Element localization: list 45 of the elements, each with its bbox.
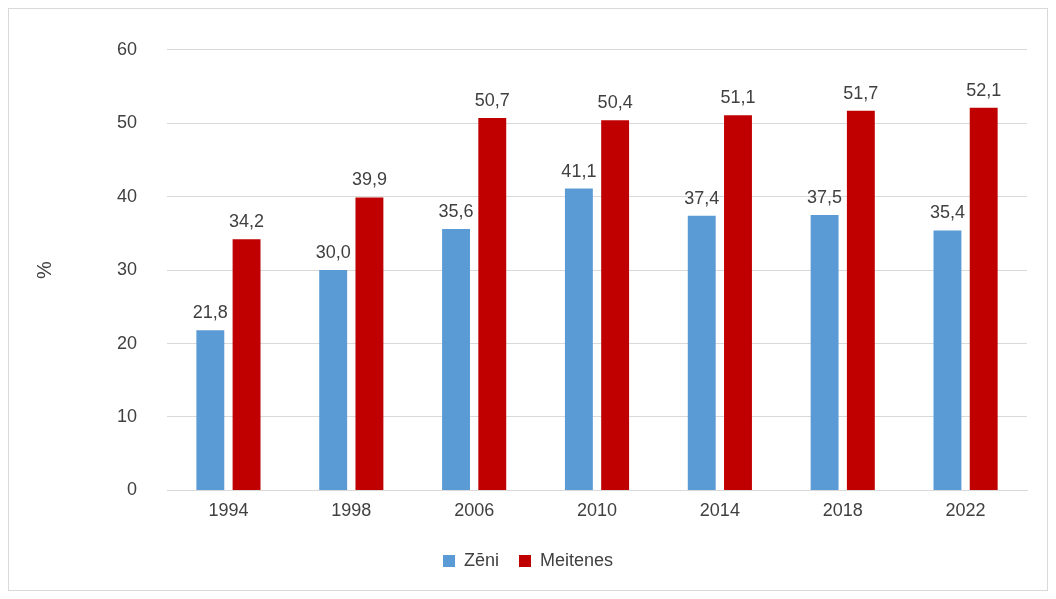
bar <box>355 197 384 490</box>
data-label: 35,4 <box>929 202 965 223</box>
data-label: 35,6 <box>438 200 474 221</box>
x-tick-label: 2022 <box>945 500 986 521</box>
y-tick-label: 0 <box>127 479 138 500</box>
y-tick-label: 60 <box>116 38 138 59</box>
x-tick-label: 1998 <box>331 500 372 521</box>
data-label: 34,2 <box>229 211 265 232</box>
legend-label: Zēni <box>463 549 499 570</box>
data-label: 50,4 <box>597 92 633 113</box>
x-tick-label: 2014 <box>699 500 740 521</box>
bar <box>969 107 998 490</box>
bar <box>319 270 348 490</box>
y-tick-label: 40 <box>116 185 138 206</box>
bar <box>687 215 716 490</box>
x-tick-label: 2010 <box>576 500 618 521</box>
bar <box>442 228 470 490</box>
y-tick-label: 20 <box>116 332 138 353</box>
bar <box>601 120 630 490</box>
y-tick-label: 30 <box>116 259 138 280</box>
legend-label: Meitenes <box>539 549 614 570</box>
bar <box>810 215 839 490</box>
data-label: 51,1 <box>720 87 756 108</box>
data-label: 37,4 <box>684 187 720 208</box>
data-label: 21,8 <box>192 302 228 323</box>
data-label: 41,1 <box>561 160 597 181</box>
bar <box>933 230 962 490</box>
data-label: 39,9 <box>351 169 387 190</box>
data-label: 51,7 <box>843 82 879 103</box>
y-axis-title: % <box>32 261 55 279</box>
x-tick-label: 1994 <box>208 500 249 521</box>
bar <box>724 115 752 490</box>
bar <box>846 110 875 490</box>
data-label: 50,7 <box>474 90 510 111</box>
bar <box>478 118 507 490</box>
bar <box>196 330 225 490</box>
y-tick-label: 10 <box>116 405 138 426</box>
y-tick-label: 50 <box>116 112 138 133</box>
x-tick-label: 2018 <box>822 500 863 521</box>
data-label: 30,0 <box>315 242 351 263</box>
bar <box>232 239 261 490</box>
data-label: 37,5 <box>807 186 843 207</box>
x-tick-label: 2006 <box>454 500 495 521</box>
bar <box>564 188 593 490</box>
data-label: 52,1 <box>966 79 1002 100</box>
